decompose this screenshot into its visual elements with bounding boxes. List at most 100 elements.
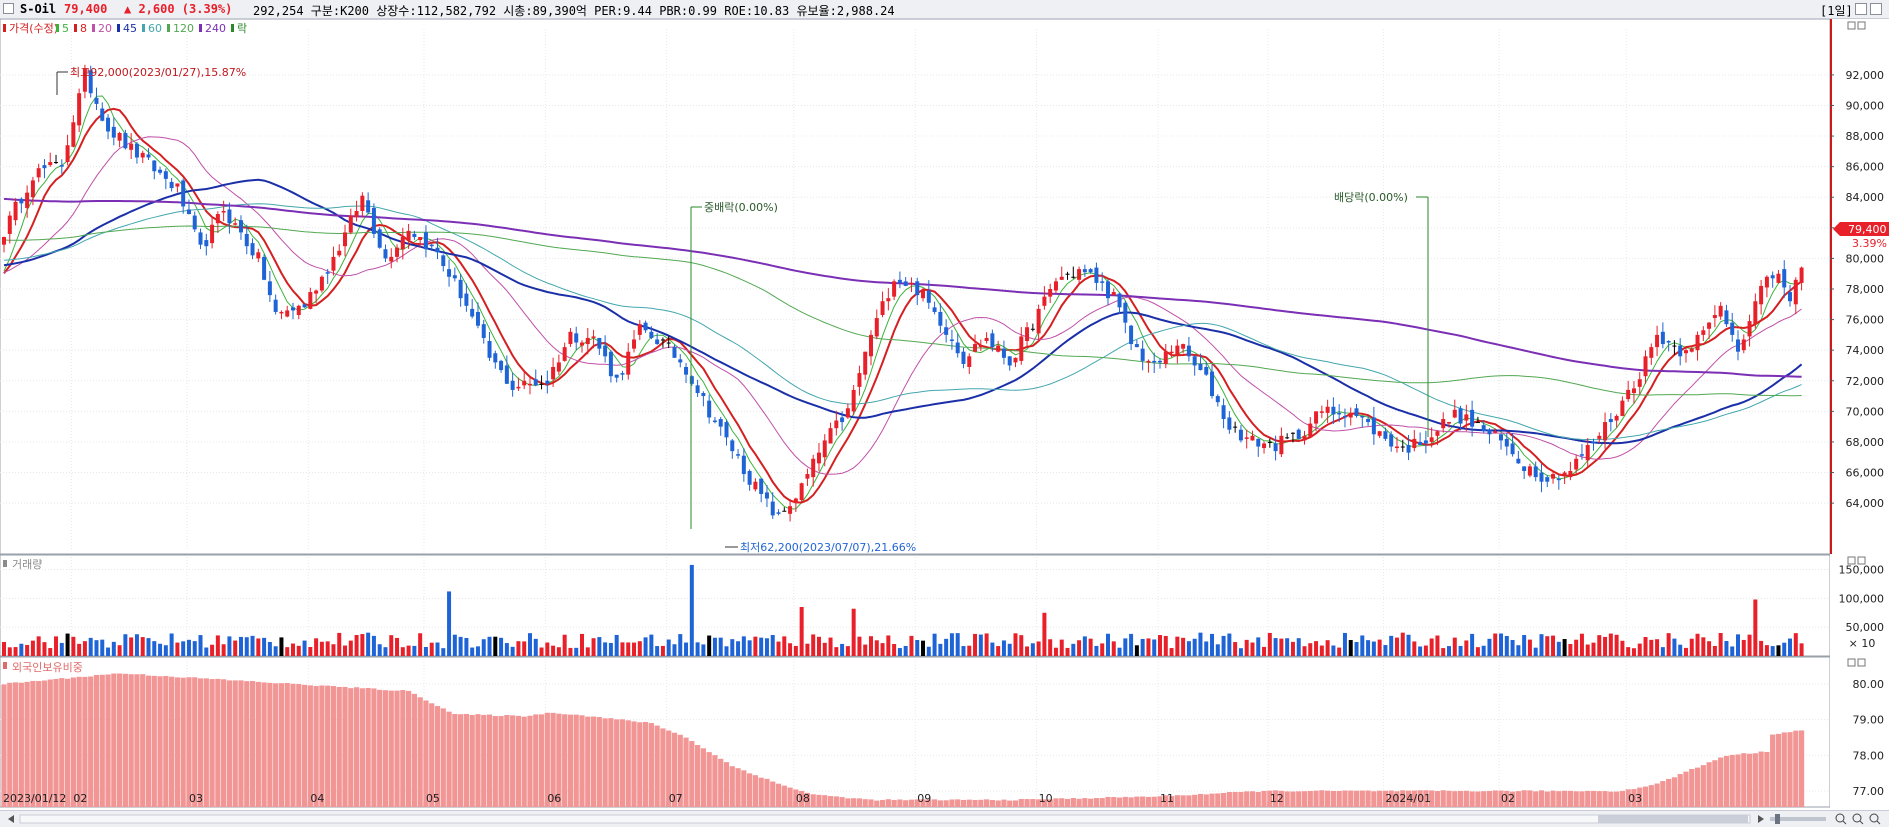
- minimize-icon[interactable]: [1855, 3, 1867, 15]
- candle-body: [1423, 440, 1428, 444]
- price-tick-label: 78,000: [1846, 283, 1885, 296]
- foreign-panel-close-icon[interactable]: [1857, 658, 1866, 667]
- candle-body: [1152, 360, 1157, 363]
- foreign-ownership-bar: [1353, 790, 1360, 807]
- volume-bar: [1631, 648, 1636, 656]
- candle-body: [470, 308, 475, 317]
- foreign-ownership-bar: [718, 758, 724, 807]
- zoom-in-icon[interactable]: [1852, 813, 1864, 825]
- zoom-reset-icon[interactable]: [1869, 813, 1881, 825]
- candle-body: [504, 365, 509, 384]
- horizontal-scrollbar[interactable]: [19, 814, 1751, 824]
- candle-body: [1100, 281, 1105, 283]
- foreign-ownership-bar: [538, 714, 545, 807]
- candle-body: [1117, 293, 1122, 308]
- foreign-ownership-bar: [255, 681, 261, 807]
- candle-body: [1371, 417, 1376, 435]
- candle-body: [146, 154, 151, 158]
- volume-bar: [522, 641, 527, 656]
- candle-body: [1707, 322, 1712, 329]
- volume-bar: [1042, 612, 1047, 656]
- zoom-out-icon[interactable]: [1835, 813, 1847, 825]
- candle-body: [1718, 305, 1723, 317]
- foreign-ownership-bar: [1232, 791, 1238, 807]
- candle-body: [343, 232, 348, 247]
- zoom-slider[interactable]: [1770, 817, 1826, 821]
- candle-body: [793, 498, 798, 504]
- candle-body: [1701, 330, 1706, 335]
- candle-body: [314, 290, 319, 294]
- foreign-ownership-bar: [1249, 791, 1256, 807]
- candle-body: [1036, 308, 1041, 334]
- foreign-ownership-bar: [1041, 799, 1047, 807]
- foreign-ownership-bar: [833, 796, 839, 807]
- candle-body: [227, 209, 232, 224]
- candle-body: [1169, 351, 1174, 354]
- volume-bar: [1504, 636, 1509, 656]
- candle-body: [516, 386, 521, 389]
- scroll-right-icon[interactable]: [1758, 815, 1764, 823]
- foreign-ownership-bar: [741, 770, 747, 807]
- volume-bar: [897, 648, 902, 656]
- volume-bar: [82, 641, 87, 656]
- foreign-ownership-bar: [1469, 791, 1475, 807]
- candle-body: [551, 367, 556, 380]
- volume-bar: [799, 607, 804, 656]
- foreign-ownership-bar: [18, 682, 24, 807]
- candle-body: [186, 209, 191, 215]
- candle-body: [857, 373, 862, 387]
- foreign-ownership-bar: [631, 721, 637, 807]
- foreign-ownership-bar: [348, 688, 354, 807]
- candle-body: [1452, 409, 1457, 418]
- foreign-ownership-bar: [1787, 732, 1793, 807]
- foreign-ownership-bar: [498, 716, 504, 807]
- foreign-ownership-bar: [313, 686, 319, 807]
- volume-panel-close-icon[interactable]: [1857, 556, 1866, 565]
- foreign-panel-collapse-icon[interactable]: [1847, 658, 1856, 667]
- candle-body: [799, 483, 804, 501]
- volume-bar: [597, 637, 602, 656]
- foreign-ownership-bar: [1018, 799, 1024, 807]
- foreign-ownership-bar: [1538, 790, 1545, 807]
- volume-bar: [302, 640, 307, 656]
- candle-body: [429, 244, 434, 247]
- foreign-ownership-bar: [1625, 789, 1631, 807]
- foreign-ownership-bar: [1579, 791, 1585, 807]
- volume-panel-collapse-icon[interactable]: [1847, 556, 1856, 565]
- foreign-ownership-bar: [1319, 790, 1325, 807]
- foreign-ownership-bar: [1036, 799, 1042, 807]
- candle-body: [441, 255, 446, 267]
- volume-bar: [886, 635, 891, 656]
- zoom-slider-thumb[interactable]: [1775, 814, 1780, 824]
- foreign-ownership-bar: [82, 676, 88, 807]
- foreign-ownership-bar: [660, 728, 666, 807]
- volume-bar: [146, 638, 151, 656]
- volume-bar: [1331, 645, 1336, 656]
- foreign-ownership-bar: [458, 714, 464, 807]
- foreign-ownership-bar: [683, 737, 689, 807]
- foreign-ownership-bar: [59, 678, 65, 807]
- volume-bar: [1227, 633, 1232, 656]
- candle-body: [1273, 443, 1278, 452]
- foreign-ownership-bar: [1140, 796, 1146, 807]
- window-menu-icon[interactable]: [3, 3, 14, 14]
- last-change-label: 3.39%: [1852, 237, 1887, 250]
- candle-body: [140, 152, 145, 158]
- candle-body: [1088, 269, 1093, 273]
- foreign-ownership-bar: [1463, 790, 1469, 807]
- foreign-ownership-bar: [481, 714, 487, 807]
- foreign-ownership-bar: [544, 712, 550, 807]
- candle-body: [1568, 471, 1573, 478]
- price-panel-close-icon[interactable]: [1857, 21, 1866, 30]
- scroll-left-icon[interactable]: [8, 815, 14, 823]
- maximize-icon[interactable]: [1870, 3, 1882, 15]
- candle-body: [1019, 336, 1024, 361]
- stock-chart[interactable]: 64,000 66,000 68,000 70,000 72,000 74,000 76,0…: [0, 19, 1889, 810]
- period-selector[interactable]: [1일]: [1820, 4, 1853, 18]
- volume-bar: [25, 644, 30, 656]
- price-panel-collapse-icon[interactable]: [1847, 21, 1856, 30]
- volume-bar: [967, 645, 972, 656]
- candle-body: [614, 374, 619, 378]
- scrollbar-thumb[interactable]: [1598, 815, 1748, 823]
- candle-body: [637, 324, 642, 335]
